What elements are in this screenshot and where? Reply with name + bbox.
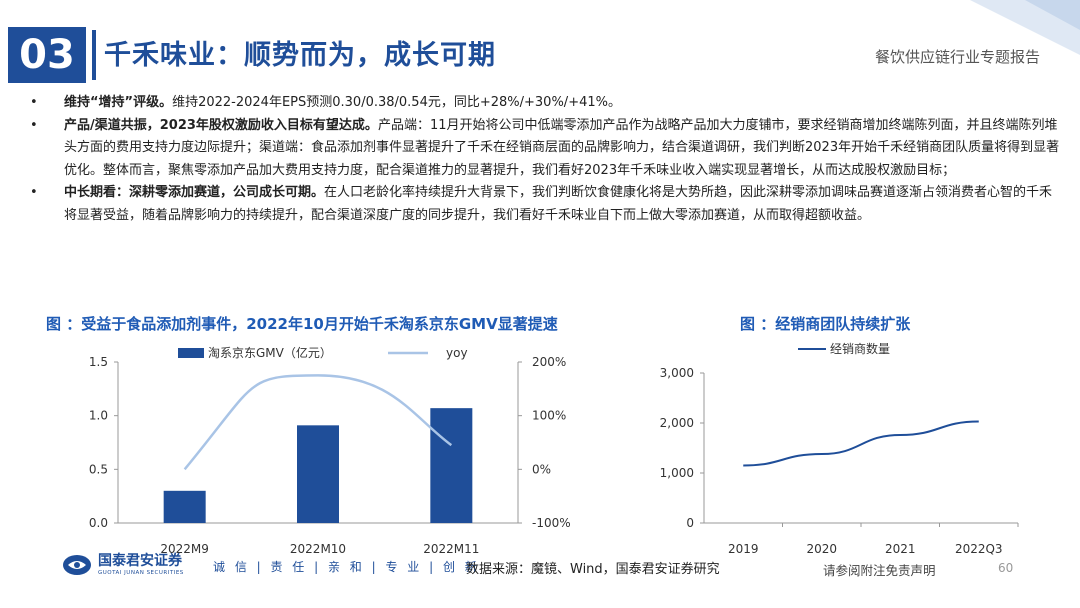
y-tick-label: 0 <box>686 516 694 530</box>
gmv-bar <box>430 408 473 523</box>
bullet-marker: • <box>30 117 38 133</box>
report-tag: 餐饮供应链行业专题报告 <box>874 48 1040 66</box>
corner-decoration <box>970 0 1080 55</box>
yoy-line <box>183 374 453 471</box>
bullet-heading: 产品/渠道共振，2023年股权激励收入目标有望达成。 <box>64 117 378 133</box>
legend-gmv-swatch <box>178 348 204 358</box>
logo-name-en: GUOTAI JUNAN SECURITIES <box>98 570 184 576</box>
dealer-chart: 0 1,000 2,000 3,000 2019 2020 2021 2022Q3 经销商数量 <box>660 341 1019 556</box>
y-left-tick-label: 0.5 <box>89 462 108 476</box>
y-right-tick-label: 200% <box>532 355 566 369</box>
disclaimer-note: 请参阅附注免责声明 <box>823 563 936 578</box>
y-tick-label: 2,000 <box>660 416 694 430</box>
section-number: 03 <box>8 27 86 83</box>
y-right-tick-label: 0% <box>532 462 551 476</box>
y-right-tick-label: 100% <box>532 409 566 423</box>
dealer-count-line <box>743 420 979 467</box>
page-title: 千禾味业：顺势而为，成长可期 <box>104 40 496 71</box>
brand-slogan: 诚 信 | 责 任 | 亲 和 | 专 业 | 创 新 <box>213 560 480 574</box>
bullet-marker: • <box>30 95 38 110</box>
x-tick-label: 2022M11 <box>423 542 479 556</box>
y-tick-label: 1,000 <box>660 466 694 480</box>
bullet-list: • 维持“增持”评级。维持2022-2024年EPS预测0.30/0.38/0.… <box>22 92 1062 227</box>
bullet-marker: • <box>30 185 38 200</box>
brand-logo: 国泰君安证券 GUOTAI JUNAN SECURITIES <box>62 553 184 577</box>
y-right-tick-label: -100% <box>532 516 571 530</box>
data-source: 数据来源：魔镜、Wind，国泰君安证券研究 <box>466 562 720 577</box>
bullet-text: 在人口老龄化率持续提升大背景下，我们判断饮食健康化将是大势所趋，因此深耕零添加调… <box>64 185 1053 223</box>
y-tick-label: 3,000 <box>660 366 694 380</box>
bullet-product-channel: • 产品/渠道共振，2023年股权激励收入目标有望达成。产品端：11月开始将公司… <box>22 115 1062 183</box>
x-tick-label: 2019 <box>728 542 759 556</box>
legend-gmv-label: 淘系京东GMV（亿元） <box>208 345 332 360</box>
bullet-long-term: • 中长期看：深耕零添加赛道，公司成长可期。在人口老龄化率持续提升大背景下，我们… <box>22 182 1062 227</box>
logo-name-cn: 国泰君安证券 <box>98 553 182 569</box>
legend-yoy-label: yoy <box>446 346 468 360</box>
bullet-rating: • 维持“增持”评级。维持2022-2024年EPS预测0.30/0.38/0.… <box>22 92 1062 115</box>
page-number: 60 <box>998 561 1014 575</box>
gmv-chart: 0.0 0.5 1.0 1.5 -100% 0% 100% 200% 2022M9 2022M10… <box>89 345 571 556</box>
x-tick-label: 2022M9 <box>160 542 209 556</box>
gmv-chart-title: 图 ：受益于食品添加剂事件，2022年10月开始千禾淘系京东GMV显著提速 <box>46 315 558 333</box>
gmv-bar <box>297 425 339 523</box>
bullet-text: 产品端：11月开始将公司中低端零添加产品作为战略产品加大力度铺市，要求经销商增加… <box>64 117 1060 178</box>
y-left-tick-label: 1.5 <box>89 355 108 369</box>
bullet-heading: 中长期看：深耕零添加赛道，公司成长可期。 <box>64 185 325 200</box>
logo-mark-icon <box>63 555 91 575</box>
y-left-tick-label: 1.0 <box>89 409 108 423</box>
x-tick-label: 2022Q3 <box>955 542 1003 556</box>
bullet-text: 维持2022-2024年EPS预测0.30/0.38/0.54元，同比+28%/… <box>172 95 621 110</box>
x-tick-label: 2021 <box>885 542 916 556</box>
y-left-tick-label: 0.0 <box>89 516 108 530</box>
x-tick-label: 2022M10 <box>290 542 346 556</box>
legend-dealer-label: 经销商数量 <box>830 341 890 356</box>
x-tick-label: 2020 <box>806 542 837 556</box>
gmv-bar <box>163 490 206 523</box>
title-accent-bar <box>92 30 96 80</box>
bullet-heading: 维持“增持”评级。 <box>64 95 173 110</box>
dealer-chart-title: 图 ：经销商团队持续扩张 <box>740 315 911 333</box>
